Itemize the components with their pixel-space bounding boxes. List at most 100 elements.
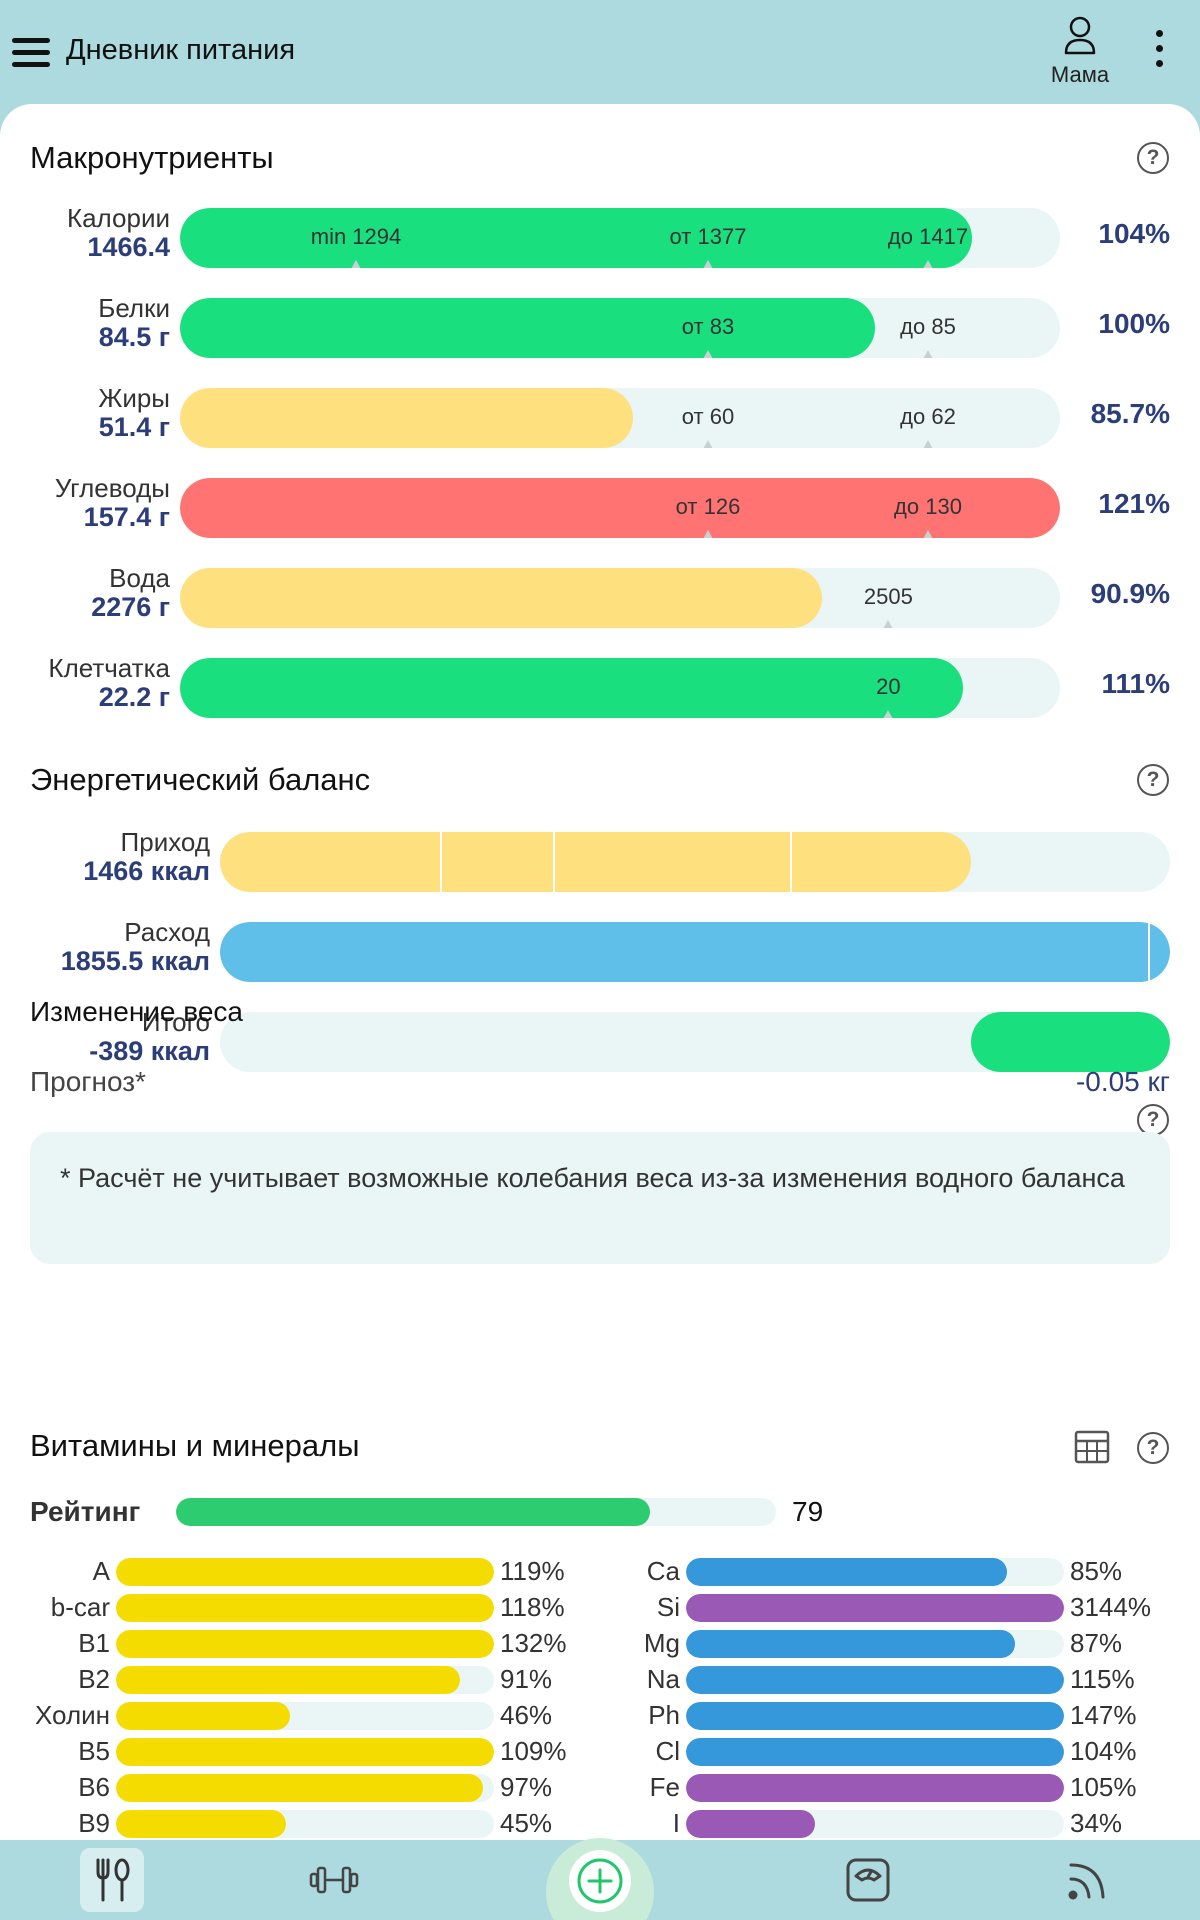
nutrient-percent: 132% [500, 1628, 567, 1658]
mineral-bar [686, 1630, 1064, 1658]
macro-target-label: до 85 [900, 314, 956, 339]
macro-value: 84.5 г [98, 322, 170, 352]
vitamin-name: b-car [50, 1592, 110, 1622]
macro-target-tick [923, 440, 933, 448]
mineral-name: I [672, 1808, 680, 1838]
macro-bar: min 1294 от 1377 до 1417 [180, 208, 1060, 268]
energy-help-icon[interactable]: ? [1137, 764, 1169, 796]
macro-bar-fill [180, 298, 876, 358]
macro-target-label: 2505 [863, 584, 913, 609]
nutrient-bar-fill [686, 1666, 1064, 1694]
vitamin-bar [116, 1666, 494, 1694]
nutrient-bar-fill [116, 1702, 290, 1730]
macro-name: Жиры [98, 383, 170, 413]
content-sheet: Макронутриенты ? Калории 1466.4 min 1294 от… [0, 104, 1200, 1840]
macro-percent: 121% [1098, 488, 1170, 519]
macro-name: Вода [109, 563, 170, 593]
weight-title: Изменение веса [30, 996, 243, 1027]
vitamin-bar [116, 1774, 494, 1802]
app-title: Дневник питания [66, 34, 296, 66]
energy-label: Приход 1466 ккал [83, 828, 210, 886]
macro-target-tick [923, 350, 933, 358]
nutrient-percent: 118% [500, 1592, 565, 1622]
nutrient-bar-fill [686, 1630, 1015, 1658]
macro-row: Клетчатка 22.2 г 20 111% [0, 654, 1200, 724]
energy-value: 1855.5 ккал [60, 946, 210, 976]
nav-weight[interactable] [836, 1848, 900, 1912]
add-button[interactable] [546, 1838, 654, 1920]
vitamin-name: B2 [78, 1664, 110, 1694]
rating-bar-fill [176, 1498, 650, 1526]
macro-target-label: до 130 [894, 494, 962, 519]
energy-name: Итого [141, 1007, 210, 1037]
nutrient-percent: 109% [500, 1736, 567, 1766]
nutrient-bar-fill [116, 1630, 494, 1658]
nav-diary[interactable] [80, 1848, 144, 1912]
macro-target-label: min 1294 [310, 224, 402, 249]
macro-target-label: от 60 [681, 404, 735, 429]
macro-target-label: от 83 [681, 314, 735, 339]
app-bar: Дневник питания Мама [0, 0, 1200, 104]
macro-value: 51.4 г [98, 412, 170, 442]
vitamin-bar [116, 1738, 494, 1766]
macro-percent: 85.7% [1090, 398, 1170, 429]
macro-label: Вода 2276 г [91, 564, 170, 622]
energy-value: 1466 ккал [83, 856, 210, 886]
macro-target-tick [923, 260, 933, 268]
vitamins-title: Витамины и минералы [30, 1428, 360, 1463]
energy-name: Приход [120, 827, 210, 857]
energy-label: Расход 1855.5 ккал [61, 918, 210, 976]
energy-bar [220, 1012, 1170, 1072]
mineral-name: Mg [643, 1628, 680, 1658]
mineral-name: Fe [649, 1772, 680, 1802]
more-options-icon[interactable] [1148, 30, 1170, 74]
nutrient-percent: 105% [1070, 1772, 1137, 1802]
macro-target-label: до 62 [900, 404, 956, 429]
macro-bar: от 126 до 130 [180, 478, 1060, 538]
vitamin-name: B5 [78, 1736, 110, 1766]
forecast-note: * Расчёт не учитывает возможные колебани… [30, 1132, 1170, 1264]
nutrient-percent: 46% [500, 1700, 553, 1730]
macro-percent: 104% [1098, 218, 1170, 249]
macro-value: 22.2 г [98, 682, 170, 712]
energy-segment-divider [440, 832, 443, 892]
macro-target-tick [703, 260, 713, 268]
nav-feed[interactable] [1056, 1848, 1120, 1912]
fork-spoon-icon [96, 1858, 130, 1902]
macro-percent: 90.9% [1090, 578, 1170, 609]
macros-help-icon[interactable]: ? [1137, 142, 1169, 174]
macro-row: Углеводы 157.4 г от 126 до 130 121% [0, 474, 1200, 544]
macro-bar-fill [180, 388, 634, 448]
vitamin-bar [116, 1594, 494, 1622]
macro-target-tick [883, 620, 894, 628]
mineral-name: Ca [646, 1556, 680, 1586]
vitamin-name: Холин [35, 1700, 110, 1730]
nutrient-percent: 147% [1070, 1700, 1137, 1730]
nutrient-percent: 119% [500, 1556, 565, 1586]
energy-row: Итого -389 ккал [0, 1008, 1200, 1078]
macro-row: Вода 2276 г 2505 90.9% [0, 564, 1200, 634]
energy-bar-fill [220, 922, 1170, 982]
nutrient-percent: 3144% [1070, 1592, 1151, 1622]
energy-bar [220, 922, 1170, 982]
menu-icon[interactable] [12, 38, 50, 67]
dumbbell-icon [309, 1866, 359, 1894]
nutrient-percent: 85% [1070, 1556, 1123, 1586]
macros-title: Макронутриенты [30, 140, 274, 175]
feed-icon [1068, 1863, 1105, 1900]
vitamin-bar [116, 1702, 494, 1730]
mineral-bar [686, 1774, 1064, 1802]
nutrient-bar-fill [116, 1738, 494, 1766]
vitamin-name: B9 [78, 1808, 110, 1838]
table-view-icon[interactable] [1074, 1430, 1110, 1464]
macro-target-tick [703, 530, 713, 538]
nutrient-percent: 97% [500, 1772, 553, 1802]
macro-target-label: от 126 [675, 494, 741, 519]
vitamin-bar [116, 1630, 494, 1658]
profile-button[interactable]: Мама [1040, 16, 1120, 88]
user-icon [1064, 16, 1096, 55]
energy-segment-divider [1148, 922, 1151, 982]
nav-exercise[interactable] [302, 1848, 366, 1912]
macro-target-tick [703, 350, 713, 358]
vitamins-help-icon[interactable]: ? [1137, 1432, 1169, 1464]
